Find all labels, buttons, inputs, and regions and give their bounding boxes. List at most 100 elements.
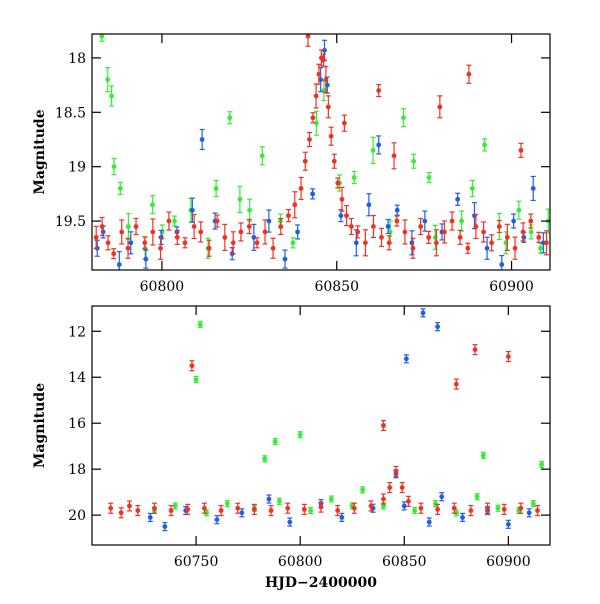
data-point: [339, 186, 345, 212]
data-point: [412, 506, 418, 515]
data-point: [224, 500, 230, 508]
x-tick-label: 60800: [278, 554, 323, 570]
data-point: [238, 222, 244, 242]
y-tick-label: 19.5: [55, 214, 86, 230]
data-point: [135, 504, 141, 517]
x-axis-label: HJD−2400000: [265, 575, 377, 591]
data-point: [197, 320, 203, 328]
data-point: [391, 142, 397, 170]
data-point: [536, 231, 542, 243]
data-point: [520, 222, 526, 242]
data-point: [143, 249, 149, 269]
data-point: [485, 502, 491, 514]
data-point: [201, 502, 207, 514]
data-point: [128, 231, 134, 255]
data-point: [370, 136, 376, 164]
data-points: [93, 34, 550, 270]
data-point: [418, 502, 424, 514]
data-point: [323, 66, 329, 94]
data-point: [480, 451, 486, 459]
data-point: [433, 229, 439, 257]
y-axis-label: Magnitude: [32, 383, 48, 468]
data-point: [313, 83, 319, 109]
data-point: [290, 237, 296, 249]
plot-frame: [91, 305, 551, 546]
data-point: [344, 205, 350, 227]
data-point: [151, 502, 157, 514]
data-point: [168, 504, 174, 517]
data-point: [259, 146, 265, 166]
data-point: [516, 200, 522, 220]
data-point: [262, 219, 268, 245]
data-point: [484, 236, 490, 260]
data-point: [387, 481, 393, 494]
y-tick-label: 14: [68, 370, 86, 386]
data-point: [109, 85, 115, 107]
data-point: [449, 211, 455, 231]
data-point: [295, 224, 301, 240]
data-point: [469, 179, 475, 198]
data-point: [331, 153, 337, 169]
data-point: [335, 177, 341, 189]
data-point: [235, 502, 241, 514]
data-point: [189, 197, 195, 223]
data-point: [366, 193, 372, 217]
data-point: [489, 234, 495, 252]
data-point: [473, 213, 479, 240]
data-point: [410, 237, 416, 259]
data-point: [432, 224, 438, 250]
x-tick-label: 60850: [382, 554, 427, 570]
data-point: [149, 195, 155, 215]
x-tick-label: 60750: [174, 554, 219, 570]
data-point: [227, 111, 233, 125]
data-point: [495, 504, 501, 512]
data-point: [405, 495, 411, 507]
data-point: [399, 481, 405, 494]
data-point: [455, 192, 461, 206]
data-point: [198, 221, 204, 243]
data-point: [125, 212, 131, 241]
data-point: [230, 231, 236, 255]
data-point: [499, 254, 505, 270]
data-point: [386, 235, 392, 251]
data-point: [394, 215, 400, 227]
data-point: [441, 220, 447, 244]
data-point: [239, 508, 245, 518]
data-point: [435, 503, 441, 515]
data-point: [466, 64, 472, 84]
data-point: [301, 503, 307, 515]
data-point: [481, 221, 487, 243]
data-point: [437, 95, 443, 119]
y-tick-label: 20: [68, 508, 86, 524]
x-tick-label: 60900: [486, 554, 531, 570]
data-point: [351, 170, 357, 185]
data-point: [116, 250, 122, 270]
y-axis-label: Magnitude: [32, 109, 48, 194]
data-point: [401, 108, 407, 128]
data-point: [272, 437, 278, 446]
data-point: [465, 242, 471, 254]
data-point: [172, 502, 178, 510]
data-point: [251, 223, 257, 251]
data-point: [511, 213, 517, 229]
data-point: [528, 213, 534, 229]
data-point: [306, 131, 312, 148]
data-point: [418, 217, 424, 236]
data-point: [435, 322, 441, 332]
data-point: [376, 83, 382, 98]
data-point: [285, 209, 291, 223]
data-point: [147, 512, 153, 523]
data-point: [348, 217, 354, 236]
data-point: [150, 218, 156, 246]
data-point: [339, 512, 345, 523]
data-point: [426, 230, 432, 244]
data-point: [526, 508, 532, 518]
data-point: [320, 53, 326, 67]
data-point: [539, 460, 545, 469]
data-point: [276, 497, 282, 505]
data-point: [505, 350, 511, 363]
data-point: [420, 308, 426, 318]
data-point: [394, 204, 400, 216]
